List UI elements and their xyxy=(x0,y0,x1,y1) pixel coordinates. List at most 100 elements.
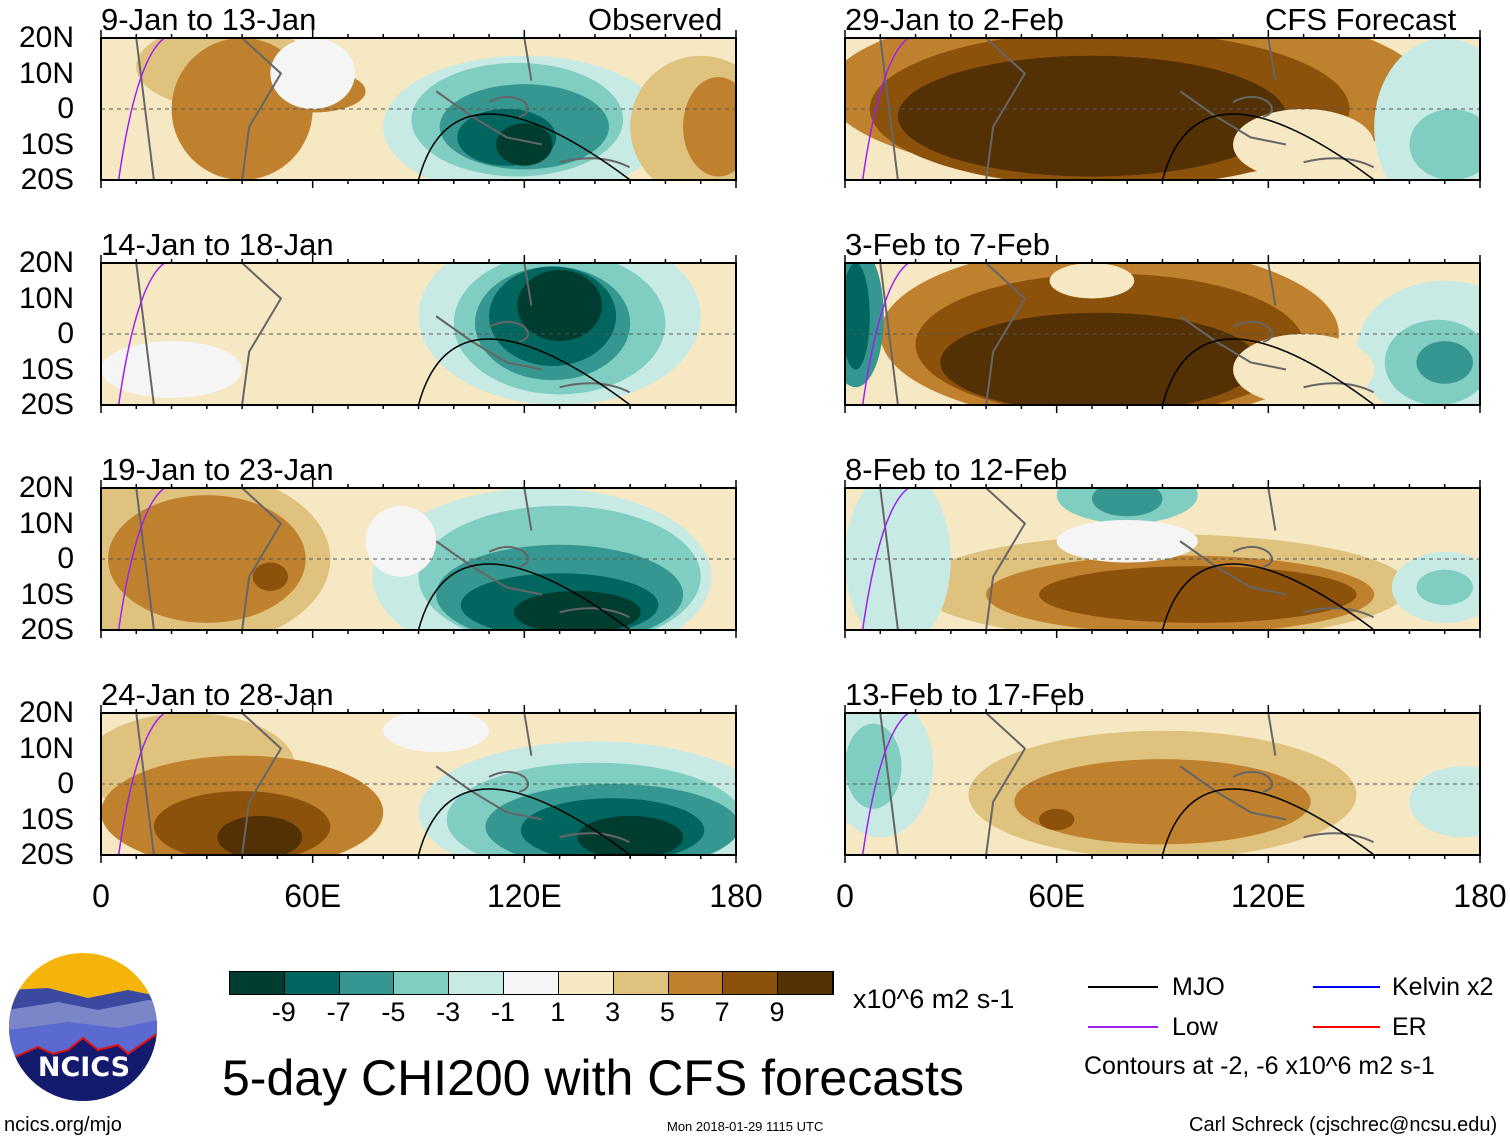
chi200-anomaly-region xyxy=(940,312,1258,405)
chi200-anomaly-region xyxy=(1091,488,1163,517)
chi200-anomaly-region xyxy=(217,815,303,855)
low-contour xyxy=(861,38,909,180)
colorbar-swatch xyxy=(394,972,450,994)
lat-label: 20N xyxy=(18,696,74,729)
chi200-anomaly-region xyxy=(845,263,870,370)
low-contour xyxy=(861,488,909,630)
lat-label: 20S xyxy=(20,163,74,196)
colorbar-label: -3 xyxy=(436,997,461,1027)
colorbar-label: 3 xyxy=(605,997,621,1027)
lat-label: 10N xyxy=(18,731,74,765)
chi200-anomaly-region xyxy=(517,270,602,342)
colorbar-swatch xyxy=(558,972,614,994)
lat-label: 0 xyxy=(57,542,74,575)
mjo-contour xyxy=(417,113,631,180)
colorbar xyxy=(229,971,834,995)
colorbar-swatch xyxy=(668,972,724,994)
coastline xyxy=(435,488,631,619)
author[interactable]: Carl Schreck (cjschrec@ncsu.edu) xyxy=(1189,1114,1498,1136)
lon-label: 0 xyxy=(836,878,854,914)
lat-label: 20S xyxy=(20,613,74,646)
lat-label: 20N xyxy=(18,471,74,504)
map-panel xyxy=(100,480,737,638)
chi200-anomaly-region xyxy=(683,77,736,177)
low-contour xyxy=(861,263,909,405)
main-title: 5-day CHI200 with CFS forecasts xyxy=(222,1050,964,1106)
map-panel xyxy=(100,705,737,863)
chi200-anomaly-region xyxy=(383,713,490,753)
mjo-contour xyxy=(1161,788,1375,855)
chi200-anomaly-region xyxy=(1409,109,1480,180)
map-panel xyxy=(844,255,1481,413)
low-contour xyxy=(117,488,165,630)
coastline xyxy=(879,713,1027,855)
lon-label: 180 xyxy=(709,878,763,914)
coastline xyxy=(1179,488,1375,619)
lat-label: 0 xyxy=(57,767,74,800)
coastline xyxy=(435,38,631,169)
map-panel xyxy=(100,255,737,413)
chi200-anomaly-region xyxy=(1416,341,1473,384)
lon-label: 60E xyxy=(284,878,342,914)
lon-label: 120E xyxy=(1230,878,1306,914)
lat-label: 10S xyxy=(20,352,74,386)
colorbar-swatch xyxy=(504,972,559,994)
chi200-anomaly-region xyxy=(1049,263,1135,299)
panel-title: 29-Jan to 2-Feb xyxy=(845,2,1064,37)
legend-low: Low xyxy=(1172,1013,1218,1041)
coastline xyxy=(135,263,283,405)
site-link[interactable]: ncics.org/mjo xyxy=(4,1114,122,1136)
logo-text: NCICS xyxy=(38,1052,130,1083)
coastline xyxy=(879,488,1027,630)
colorbar-label: -7 xyxy=(326,997,351,1027)
coastline xyxy=(1179,38,1375,169)
coastline xyxy=(435,713,631,844)
coastline xyxy=(879,263,1027,405)
coastline xyxy=(435,263,631,394)
colorbar-swatch xyxy=(778,972,833,994)
lat-label: 10S xyxy=(20,127,74,161)
lat-label: 20N xyxy=(18,21,74,54)
chi200-anomaly-region xyxy=(897,55,1286,177)
map-panel xyxy=(100,30,737,188)
observed-label: Observed xyxy=(588,2,723,37)
legend-er: ER xyxy=(1392,1013,1427,1041)
chi200-anomaly-region xyxy=(101,341,243,398)
map-panel xyxy=(844,705,1481,863)
coastline xyxy=(135,713,283,855)
chi200-anomaly-region xyxy=(1014,759,1311,845)
chi200-anomaly-region xyxy=(845,488,951,630)
mjo-contour xyxy=(1161,113,1375,180)
timestamp: Mon 2018-01-29 1115 UTC xyxy=(667,1119,824,1134)
low-contour xyxy=(117,713,165,855)
lat-label: 20S xyxy=(20,838,74,871)
chi200-anomaly-region xyxy=(1039,566,1357,623)
lat-label: 0 xyxy=(57,92,74,125)
colorbar-label: -9 xyxy=(271,997,296,1027)
panel-title: 24-Jan to 28-Jan xyxy=(101,677,334,712)
lon-label: 180 xyxy=(1453,878,1507,914)
chi200-anomaly-region xyxy=(1416,569,1473,606)
map-panel xyxy=(844,480,1481,638)
ncics-logo: NCICS xyxy=(9,953,157,1101)
chi200-anomaly-region xyxy=(1056,519,1198,563)
chi200-anomaly-region xyxy=(496,123,553,166)
coastline xyxy=(1179,713,1375,844)
forecast-label: CFS Forecast xyxy=(1265,2,1457,37)
colorbar-swatch xyxy=(723,972,779,994)
low-contour xyxy=(861,713,909,855)
lat-label: 0 xyxy=(57,317,74,350)
contours-note: Contours at -2, -6 x10^6 m2 s-1 xyxy=(1084,1052,1435,1080)
lat-label: 20N xyxy=(18,246,74,279)
coastline xyxy=(135,488,283,630)
lon-label: 120E xyxy=(486,878,562,914)
chi200-anomaly-region xyxy=(270,38,355,109)
legend-kelvin: Kelvin x2 xyxy=(1392,973,1494,1001)
colorbar-swatch xyxy=(613,972,669,994)
lat-label: 20S xyxy=(20,388,74,421)
chi200-anomaly-region xyxy=(513,590,641,630)
low-contour xyxy=(117,38,165,180)
chi200-anomaly-region xyxy=(1233,109,1375,180)
legend-mjo: MJO xyxy=(1172,973,1225,1001)
